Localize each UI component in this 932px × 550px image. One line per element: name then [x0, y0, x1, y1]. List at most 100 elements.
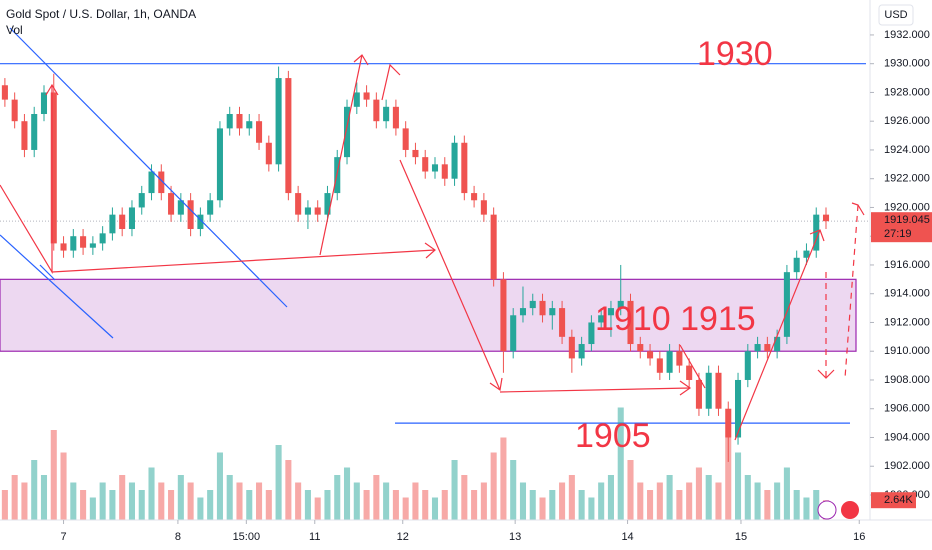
- candle-body: [607, 308, 614, 316]
- candle-body: [304, 207, 311, 215]
- candle-body: [265, 142, 272, 165]
- arrow-head: [424, 242, 436, 259]
- candle-body: [285, 78, 292, 194]
- volume-bar: [40, 475, 48, 520]
- y-tick-label: 1912.000: [884, 316, 930, 328]
- volume-bar: [695, 467, 702, 520]
- candle-body: [187, 200, 194, 230]
- x-tick-label: 13: [509, 531, 521, 543]
- volume-bar: [666, 475, 673, 520]
- candle-body: [40, 92, 48, 115]
- x-tick-label: 11: [309, 531, 320, 543]
- candle-body: [539, 300, 546, 316]
- arrow-head: [809, 229, 825, 242]
- volume-bar: [490, 452, 497, 520]
- currency: USD: [884, 9, 907, 21]
- volume-bar: [246, 490, 253, 520]
- y-tick-label: 1904.000: [884, 431, 930, 443]
- volume-bar: [304, 490, 311, 520]
- volume-bar: [226, 475, 233, 520]
- volume-bar: [480, 482, 487, 520]
- price-axis-bg: [870, 0, 932, 550]
- candle-body: [813, 214, 820, 251]
- volume-bar: [803, 497, 810, 520]
- candle-body: [803, 250, 810, 258]
- volume-bar: [353, 482, 360, 520]
- candle-body: [1, 85, 8, 100]
- y-tick-label: 1926.000: [884, 115, 930, 127]
- volume-bar: [21, 482, 28, 520]
- candle-body: [60, 243, 67, 251]
- volume-bar: [119, 475, 126, 520]
- volume-bar: [216, 452, 223, 520]
- candle-body: [412, 149, 419, 158]
- volume-bar: [275, 445, 282, 520]
- candle-body: [177, 200, 184, 215]
- volume-bar: [676, 490, 683, 520]
- trend-line: [0, 234, 114, 339]
- candle-body: [725, 408, 732, 438]
- candle-body: [754, 344, 761, 352]
- candle-body: [744, 351, 751, 380]
- candle-body: [705, 372, 712, 409]
- candle-body: [822, 214, 830, 222]
- candle-body: [392, 106, 399, 129]
- candle-body: [158, 171, 165, 194]
- volume-bar: [578, 490, 585, 520]
- x-tick-label: 14: [621, 531, 633, 543]
- volume-label: 2.64K: [884, 494, 913, 506]
- candle-body: [373, 99, 380, 122]
- annotation: 1905: [575, 417, 651, 455]
- candle-body: [588, 322, 595, 345]
- candle-body: [480, 200, 487, 215]
- volume-bar: [1, 490, 8, 520]
- volume-bar: [813, 490, 820, 520]
- event-icon[interactable]: [841, 501, 859, 519]
- volume-bar: [373, 475, 380, 520]
- x-tick-label: 7: [60, 531, 66, 543]
- y-tick-label: 1914.000: [884, 288, 930, 300]
- candle-body: [441, 164, 448, 179]
- candle-layer: [1, 66, 830, 462]
- volume-bar: [99, 482, 106, 520]
- volume-bar: [402, 497, 409, 520]
- volume-bar: [109, 490, 116, 520]
- volume-bar: [31, 460, 38, 520]
- y-tick-label: 1922.000: [884, 173, 930, 185]
- candle-body: [21, 121, 28, 150]
- volume-bar: [647, 490, 654, 520]
- candle-body: [559, 308, 566, 337]
- y-tick-label: 1906.000: [884, 403, 930, 415]
- volume-bar: [705, 475, 712, 520]
- candle-body: [617, 300, 624, 309]
- volume-bar: [236, 482, 243, 520]
- price-label-box: [871, 212, 932, 243]
- candle-body: [422, 157, 429, 172]
- volume-bar: [686, 482, 693, 520]
- annotation: 1930: [697, 35, 773, 73]
- volume-bar: [774, 482, 781, 520]
- volume-bar: [383, 482, 390, 520]
- arrow: [319, 54, 363, 256]
- currency-box[interactable]: [878, 4, 914, 26]
- x-tick-label: 15:00: [233, 531, 261, 543]
- y-tick-label: 1930.000: [884, 58, 930, 70]
- candle-body: [715, 372, 722, 409]
- arrow-head: [851, 202, 865, 216]
- candle-body: [402, 128, 409, 150]
- alert-icon[interactable]: [817, 500, 837, 520]
- volume-bar: [70, 482, 77, 520]
- arrow-head: [353, 54, 369, 66]
- volume-bar: [197, 497, 204, 520]
- volume-bar: [725, 437, 732, 520]
- volume-bar: [744, 475, 751, 520]
- arrow: [734, 229, 821, 441]
- candle-body: [246, 121, 253, 129]
- volume-bar: [285, 460, 292, 520]
- arrow: [499, 387, 691, 393]
- candle-body: [197, 214, 204, 230]
- volume-bar: [89, 497, 96, 520]
- candle-body: [451, 142, 458, 179]
